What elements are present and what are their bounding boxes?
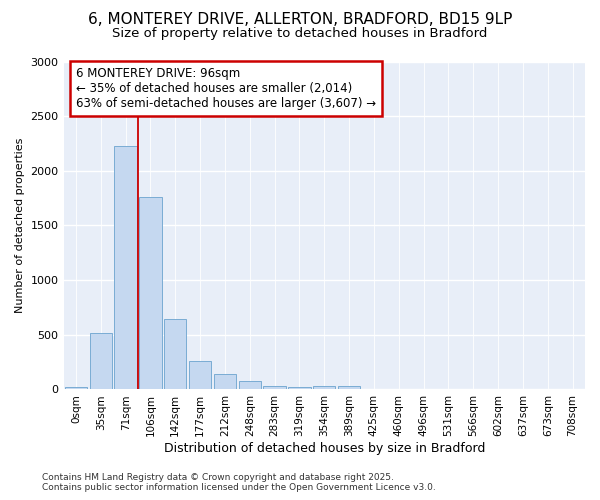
Bar: [189, 361, 211, 390]
Bar: [313, 386, 335, 390]
Y-axis label: Number of detached properties: Number of detached properties: [15, 138, 25, 313]
Bar: [412, 389, 435, 390]
Bar: [388, 389, 410, 390]
Text: 6 MONTEREY DRIVE: 96sqm
← 35% of detached houses are smaller (2,014)
63% of semi: 6 MONTEREY DRIVE: 96sqm ← 35% of detache…: [76, 67, 376, 110]
Text: 6, MONTEREY DRIVE, ALLERTON, BRADFORD, BD15 9LP: 6, MONTEREY DRIVE, ALLERTON, BRADFORD, B…: [88, 12, 512, 28]
Bar: [65, 388, 87, 390]
Bar: [263, 386, 286, 390]
Bar: [214, 374, 236, 390]
X-axis label: Distribution of detached houses by size in Bradford: Distribution of detached houses by size …: [164, 442, 485, 455]
Bar: [89, 332, 112, 390]
Bar: [115, 146, 137, 390]
Bar: [139, 197, 161, 390]
Text: Contains HM Land Registry data © Crown copyright and database right 2025.
Contai: Contains HM Land Registry data © Crown c…: [42, 473, 436, 492]
Text: Size of property relative to detached houses in Bradford: Size of property relative to detached ho…: [112, 28, 488, 40]
Bar: [338, 386, 360, 390]
Bar: [288, 386, 311, 390]
Bar: [363, 389, 385, 390]
Bar: [164, 320, 187, 390]
Bar: [239, 382, 261, 390]
